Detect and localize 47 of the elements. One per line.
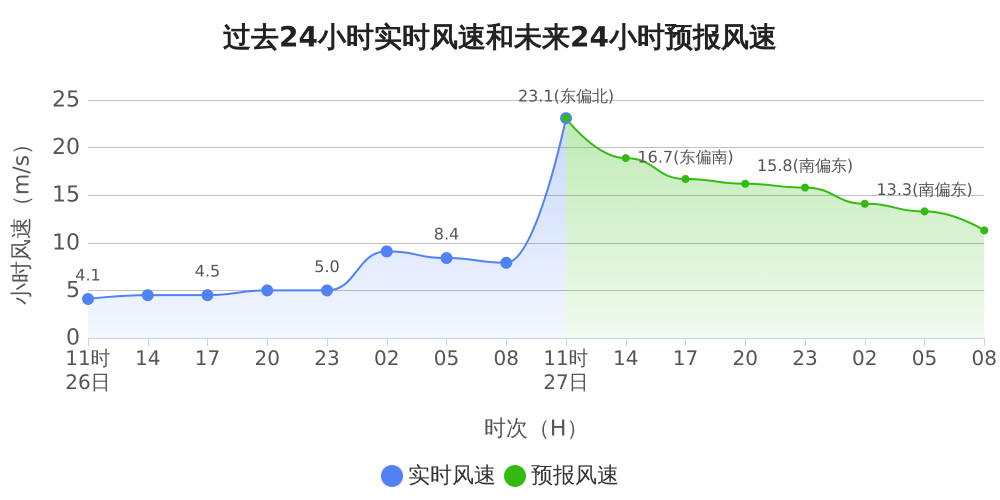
data-label: 15.8(南偏东) xyxy=(756,156,854,176)
x-tick-label: 14 xyxy=(135,346,160,370)
x-tick-label: 17 xyxy=(194,346,220,370)
data-label: 16.7(东偏南) xyxy=(637,148,734,167)
y-tick-label: 20 xyxy=(52,135,80,160)
point xyxy=(980,226,988,234)
y-tick-label: 10 xyxy=(52,230,80,256)
point xyxy=(500,256,512,269)
x-tick-label: 08 xyxy=(972,346,997,370)
x-tick-label: 14 xyxy=(613,346,638,370)
x-tick-label: 23 xyxy=(314,346,340,370)
x-tick-label: 08 xyxy=(494,346,519,370)
x-tick-label: 11时 27日 xyxy=(543,346,589,394)
point xyxy=(682,175,690,184)
point xyxy=(920,207,929,216)
x-axis-title: 时次（H） xyxy=(484,416,588,442)
y-tick-label: 5 xyxy=(66,278,80,303)
x-tick-label: 20 xyxy=(254,346,280,370)
point xyxy=(321,284,334,296)
point xyxy=(380,245,393,258)
x-tick-label: 20 xyxy=(732,346,758,370)
x-tick-label: 05 xyxy=(434,346,460,370)
legend-label: 预报风速 xyxy=(531,464,619,488)
x-tick-label: 02 xyxy=(852,346,878,370)
chart-title: 过去24小时实时风速和未来24小时预报风速 xyxy=(222,20,777,54)
point xyxy=(202,289,214,302)
point xyxy=(801,184,810,192)
x-tick-label: 05 xyxy=(912,346,938,370)
point xyxy=(860,200,869,208)
x-tick-label: 23 xyxy=(792,346,818,370)
x-tick-label: 02 xyxy=(374,346,400,370)
point xyxy=(622,154,630,162)
y-axis-title: 小时风速（m/s） xyxy=(10,132,34,306)
point xyxy=(142,289,154,302)
point xyxy=(82,292,94,305)
point xyxy=(741,180,750,188)
data-label: 23.1(东偏北) xyxy=(518,86,614,106)
x-tick-label: 17 xyxy=(672,346,698,370)
legend-label: 实时风速 xyxy=(408,464,496,488)
y-tick-label: 25 xyxy=(52,88,80,112)
data-label: 5.0 xyxy=(314,256,340,276)
data-label: 13.3(南偏东) xyxy=(876,180,973,199)
data-label: 4.5 xyxy=(194,262,220,281)
point xyxy=(440,252,453,264)
data-label: 8.4 xyxy=(434,224,460,244)
y-tick-label: 15 xyxy=(52,182,80,208)
point xyxy=(261,284,274,296)
